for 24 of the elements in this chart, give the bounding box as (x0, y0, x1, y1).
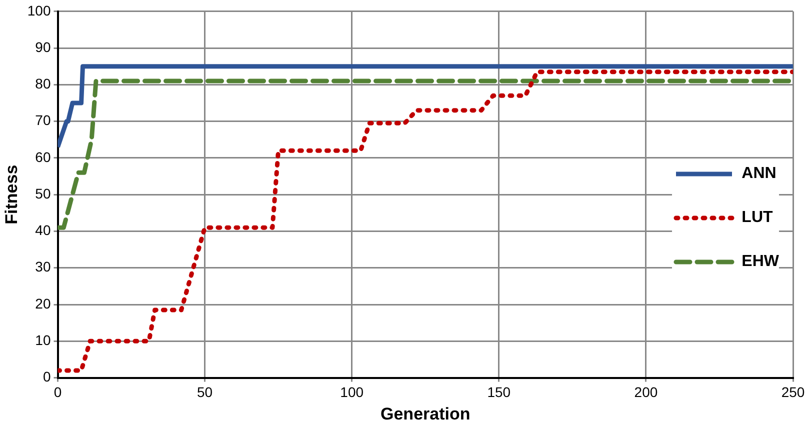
legend-label: LUT (742, 209, 773, 227)
x-tick-label: 0 (54, 384, 62, 400)
y-tick-label: 40 (35, 222, 51, 238)
line-series (58, 70, 793, 373)
y-tick-label: 70 (35, 112, 51, 128)
y-tick-label: 20 (35, 295, 51, 312)
y-tick-label: 0 (42, 368, 51, 385)
y-tick-label: 80 (35, 76, 51, 92)
y-tick-label: 60 (35, 148, 51, 165)
y-tick-label: 50 (35, 185, 51, 202)
line-series (58, 78, 793, 230)
y-tick-label: 100 (27, 2, 51, 18)
x-tick-label: 50 (197, 384, 213, 400)
x-tick-label: 200 (634, 384, 658, 400)
legend-label: ANN (742, 165, 776, 183)
y-tick-label: 90 (35, 38, 51, 55)
y-axis-title: Fitness (2, 164, 21, 224)
x-axis-title: Generation (380, 404, 470, 424)
y-tick-label: 10 (35, 332, 51, 348)
x-tick-label: 150 (487, 384, 511, 400)
x-tick-label: 100 (340, 384, 364, 400)
y-tick-label: 30 (35, 258, 51, 275)
legend-label: EHW (742, 253, 779, 271)
x-tick-label: 250 (781, 384, 805, 400)
